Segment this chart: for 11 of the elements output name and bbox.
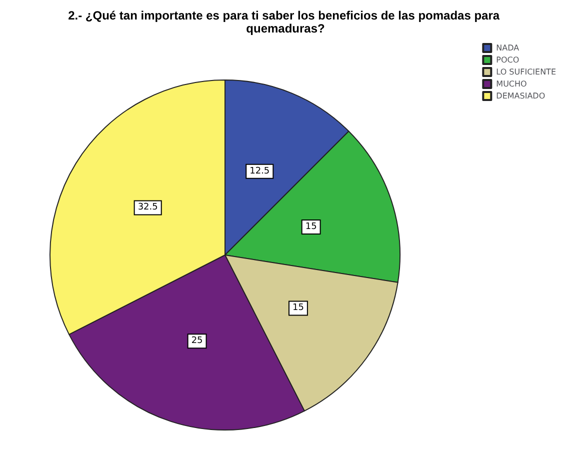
legend-label: MUCHO bbox=[496, 80, 527, 88]
legend-label: POCO bbox=[496, 56, 520, 64]
chart-title: 2.- ¿Qué tan importante es para ti saber los beneficios de las pomadas para quemaduras? bbox=[68, 8, 503, 36]
legend-label: LO SUFICIENTE bbox=[496, 68, 556, 76]
data-label: 15 bbox=[292, 303, 304, 314]
legend-label: DEMASIADO bbox=[496, 92, 546, 100]
data-label: 32.5 bbox=[138, 202, 158, 213]
data-label: 15 bbox=[305, 222, 317, 232]
legend-label: NADA bbox=[496, 44, 520, 52]
data-label: 25 bbox=[191, 336, 203, 346]
data-label: 12.5 bbox=[250, 166, 270, 176]
